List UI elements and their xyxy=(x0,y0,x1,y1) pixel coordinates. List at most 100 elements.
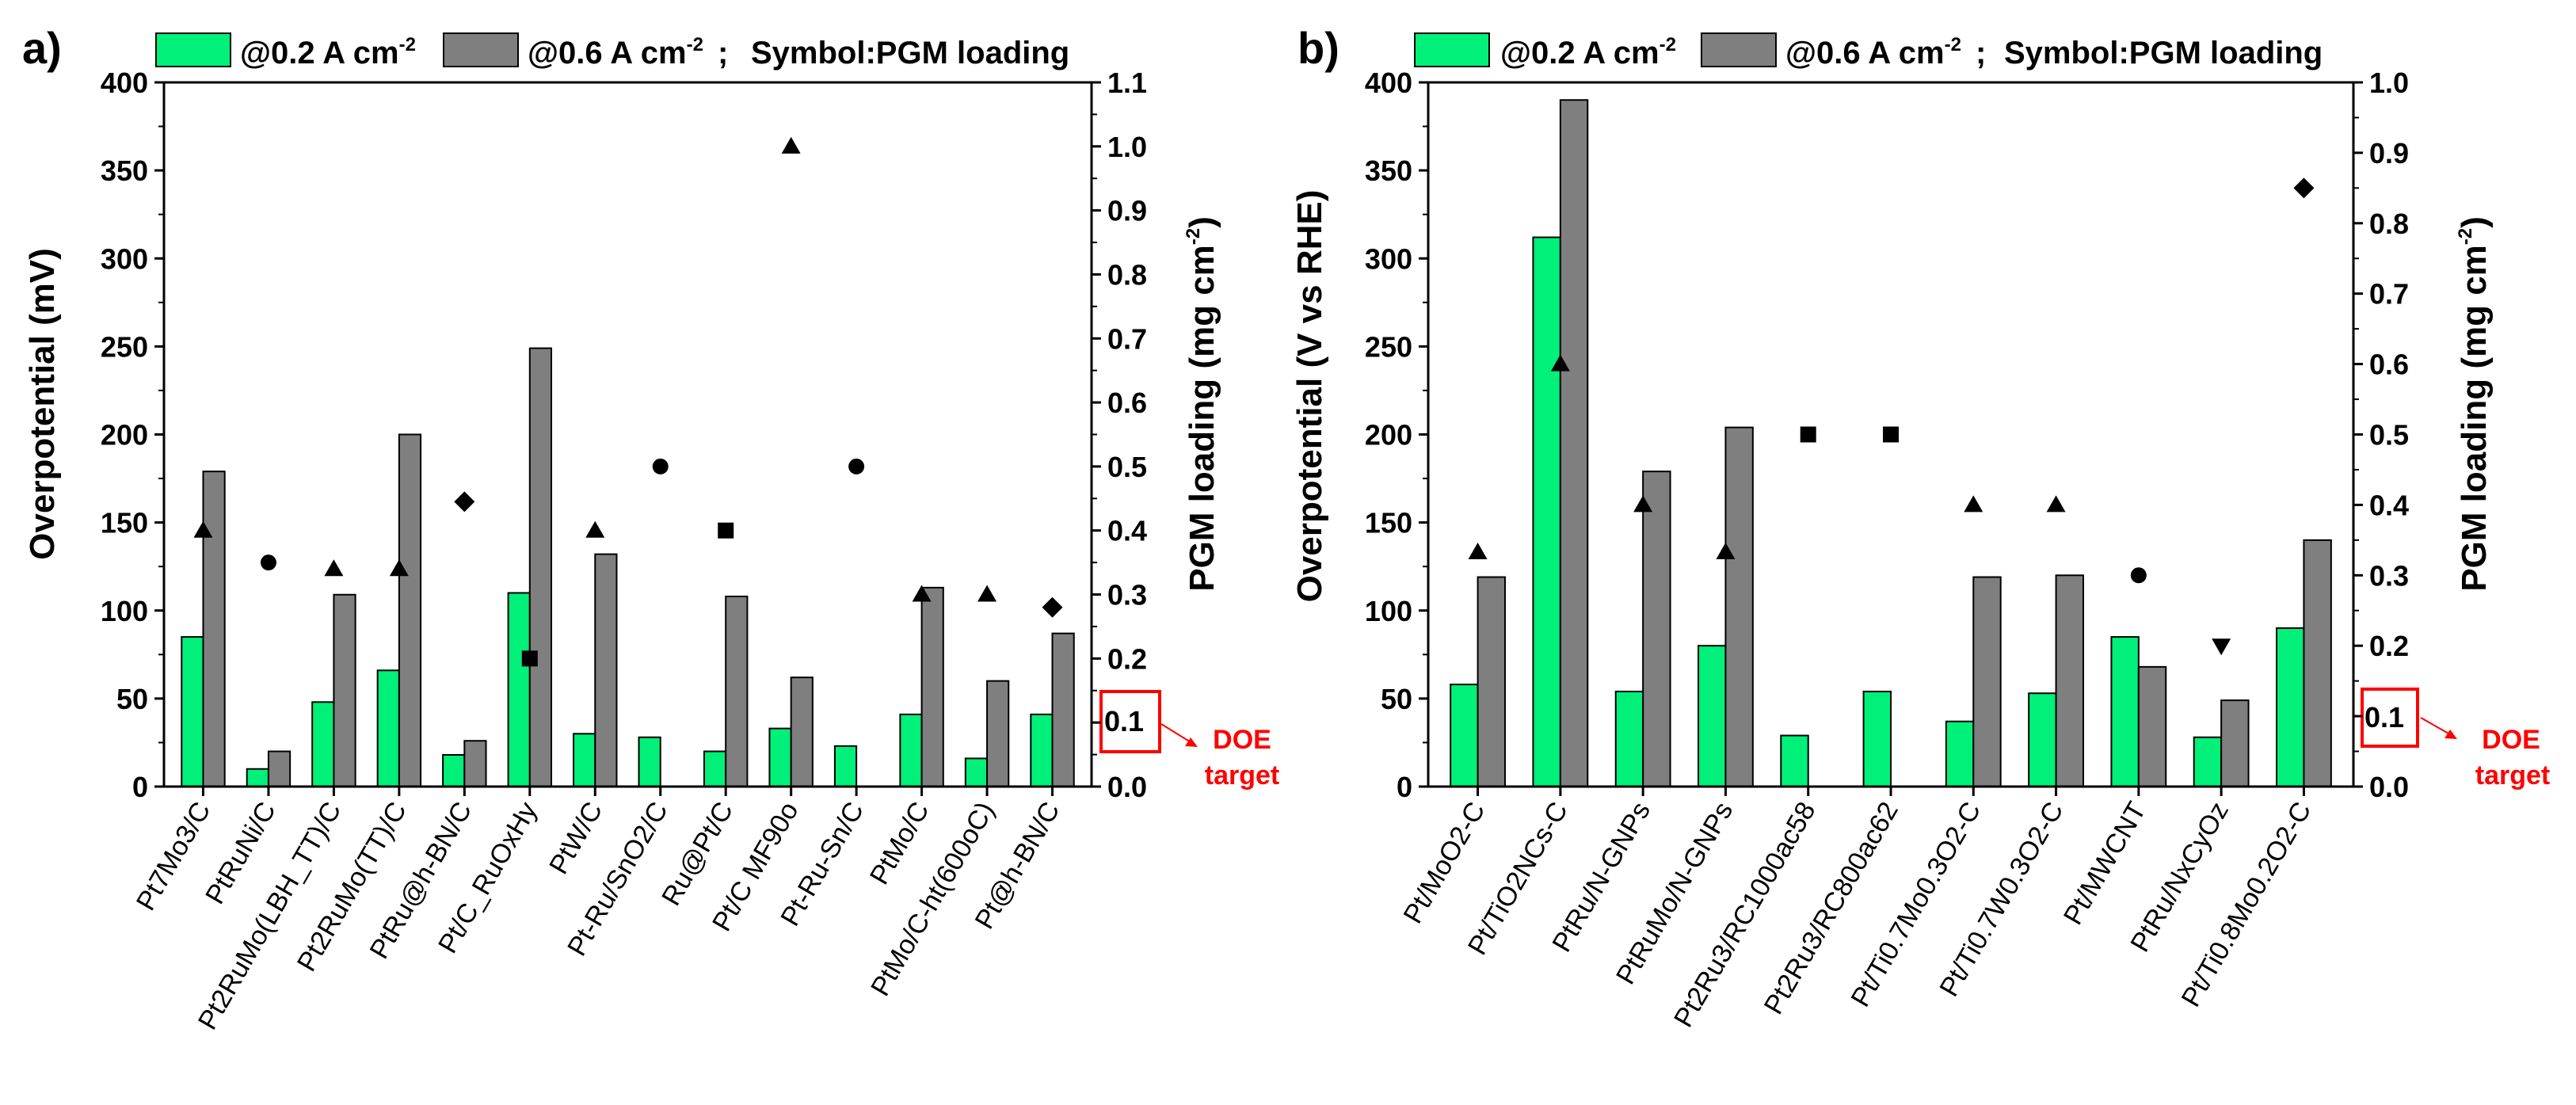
panel-b-pgm-marker-2 xyxy=(1633,495,1653,512)
panel-b-y-tick-label-7: 350 xyxy=(1365,154,1412,187)
legend-a-s2-exp: -2 xyxy=(687,34,703,55)
panel-b-y-tick-label-2: 100 xyxy=(1365,595,1412,627)
panel-a-category-label-6: PtW/C xyxy=(543,797,608,879)
panel-a-y-tick-label-5: 250 xyxy=(101,330,148,363)
panel-a-plot-frame xyxy=(162,81,1093,788)
legend-a-green-swatch xyxy=(155,32,231,67)
panel-a-y-tick-label-0: 0 xyxy=(132,771,148,803)
panel-b-bar-0.2-3 xyxy=(1698,645,1727,788)
panel-a-pgm-marker-1 xyxy=(260,554,276,571)
legend-a-symbol: Symbol:PGM loading xyxy=(751,36,1069,70)
panel-b-bar-0.6-8 xyxy=(2137,665,2167,787)
doe-label-a-line2: target xyxy=(1205,760,1279,791)
panel-b-y-tick-label-5: 250 xyxy=(1365,330,1412,363)
legend-a: @0.2 A cm-2 @0.6 A cm-2 ; Symbol:PGM loa… xyxy=(155,32,1069,70)
panel-b-bar-0.2-5 xyxy=(1862,690,1892,787)
panel-a-y2-tick-label-0: 0.0 xyxy=(1107,771,1147,803)
panel-b-pgm-marker-7 xyxy=(2046,495,2066,512)
panel-b-ylabel: Overpotential (V vs RHE) xyxy=(1290,190,1329,603)
panel-b-y2label-exp: -2 xyxy=(2455,228,2476,245)
panel-a-y2-tick-label-5: 0.5 xyxy=(1107,451,1147,483)
panel-a-bar-0.6-5 xyxy=(528,347,553,788)
panel-a-pgm-marker-12 xyxy=(977,585,997,602)
panel-b-bar-0.2-1 xyxy=(1532,236,1561,787)
panel-b-y2-tick-label-6: 0.6 xyxy=(2369,349,2409,381)
panel-a-pgm-marker-0 xyxy=(193,520,213,538)
panel-b-category-label-8: Pt/MWCNT xyxy=(2058,797,2152,930)
panel-a-bar-0.2-0 xyxy=(181,636,204,788)
panel-a-bar-0.6-0 xyxy=(202,471,226,787)
panel-b-pgm-marker-5 xyxy=(1883,426,1899,443)
panel-a-y2label: PGM loading (mg cm xyxy=(1183,245,1221,592)
panel-a-pgm-marker-2 xyxy=(324,559,344,577)
panel-a-y2-tick-label-8: 0.8 xyxy=(1107,258,1147,291)
legend-a-sep: ; xyxy=(718,36,728,70)
panel-a-bar-0.6-4 xyxy=(463,740,487,788)
legend-b-s2: @0.6 A cm xyxy=(1785,36,1945,70)
panel-b-y2-tick-label-9: 0.9 xyxy=(2369,137,2409,170)
panel-b-label: b) xyxy=(1298,23,1339,73)
doe-arrowhead-a xyxy=(1185,737,1198,747)
svg-text:@0.2 A cm-2: @0.2 A cm-2 xyxy=(1500,34,1676,70)
panel-a-y-tick-label-2: 100 xyxy=(101,595,148,627)
panel-b-bar-0.6-7 xyxy=(2055,574,2084,787)
panel-a-y-tick-label-3: 150 xyxy=(101,507,148,539)
panel-b-pgm-marker-10 xyxy=(2293,177,2315,199)
doe-value-a: 0.1 xyxy=(1104,705,1144,737)
panel-a-y2-tick-label-11: 1.1 xyxy=(1107,67,1147,99)
panel-a-bar-0.2-2 xyxy=(311,701,335,788)
legend-a-s2: @0.6 A cm xyxy=(528,36,687,70)
panel-a-y-tick-label-4: 200 xyxy=(101,419,148,452)
doe-label-b-line2: target xyxy=(2475,760,2550,791)
panel-b-y2-tick-label-4: 0.4 xyxy=(2369,489,2409,521)
panel-a-bar-0.6-2 xyxy=(333,593,356,787)
plot-area-b: Pt/MoO2-CPt/TiO2NCs-CPtRu/N-GNPsPtRuMo/N… xyxy=(1365,67,2409,1032)
panel-b-pgm-marker-0 xyxy=(1468,542,1488,559)
legend-a-s1-exp: -2 xyxy=(399,34,416,55)
panel-b-bar-0.6-10 xyxy=(2303,539,2332,787)
panel-b-pgm-marker-9 xyxy=(2212,638,2231,656)
doe-arrowhead-b xyxy=(2445,730,2457,739)
panel-b-y2label: PGM loading (mg cm xyxy=(2455,245,2494,592)
panel-a-pgm-marker-10 xyxy=(848,458,865,474)
panel-b-pgm-marker-6 xyxy=(1964,495,1983,512)
panel-a-category-label-11: PtMo/C xyxy=(864,797,936,890)
panel-a-bar-0.2-9 xyxy=(768,727,792,787)
doe-value-b: 0.1 xyxy=(2365,701,2404,733)
svg-text:@0.6 A cm-2: @0.6 A cm-2 xyxy=(1785,34,1961,70)
panel-a-bar-0.2-5 xyxy=(507,592,531,788)
panel-a-category-label-0: Pt7Mo3/C xyxy=(131,797,217,916)
legend-b: @0.2 A cm-2 @0.6 A cm-2 ; Symbol:PGM loa… xyxy=(1414,32,2323,70)
svg-text:PGM loading (mg cm-2): PGM loading (mg cm-2) xyxy=(1183,216,1221,592)
panel-a-bar-0.2-3 xyxy=(376,669,400,787)
panel-b-pgm-marker-8 xyxy=(2130,567,2147,584)
panel-a-pgm-marker-6 xyxy=(585,520,605,538)
panel-a-ylabel: Overpotential (mV) xyxy=(23,248,62,560)
svg-text:@0.2 A cm-2: @0.2 A cm-2 xyxy=(240,34,416,70)
panel-a-bar-0.2-7 xyxy=(638,736,661,788)
panel-a-bar-0.2-10 xyxy=(833,745,858,788)
panel-a-y2-tick-label-3: 0.3 xyxy=(1107,579,1147,612)
legend-b-green-swatch xyxy=(1414,32,1490,67)
panel-b-y2-tick-label-5: 0.5 xyxy=(2369,419,2409,452)
panel-b-y-tick-label-3: 150 xyxy=(1365,507,1412,539)
panel-b-y2-tick-label-0: 0.0 xyxy=(2369,771,2409,803)
svg-text:PGM loading (mg cm-2): PGM loading (mg cm-2) xyxy=(2455,216,2494,592)
panel-a-y2label-exp: -2 xyxy=(1183,228,1204,245)
panel-b-pgm-marker-3 xyxy=(1716,542,1736,559)
panel-a-pgm-marker-13 xyxy=(1042,596,1063,618)
doe-box-b xyxy=(2361,688,2419,748)
panel-b-bar-0.2-9 xyxy=(2193,736,2223,788)
panel-b-bar-0.6-3 xyxy=(1724,426,1754,787)
panel-b-y-tick-label-4: 200 xyxy=(1365,419,1412,452)
panel-a-bar-0.6-6 xyxy=(594,553,618,787)
panel-b-bar-0.2-10 xyxy=(2276,627,2305,787)
panel-a-y-tick-label-1: 50 xyxy=(116,683,148,715)
panel-b-bar-0.6-0 xyxy=(1477,576,1506,788)
plot-area-a: Pt7Mo3/CPtRuNi/CPt2RuMo(LBH_TT)/CPt2RuMo… xyxy=(101,67,1147,1035)
panel-b-bar-0.2-0 xyxy=(1450,684,1479,787)
panel-b-pgm-marker-1 xyxy=(1550,354,1570,372)
panel-a-y2-tick-label-7: 0.7 xyxy=(1107,322,1147,355)
legend-b-s2-exp: -2 xyxy=(1945,34,1961,55)
